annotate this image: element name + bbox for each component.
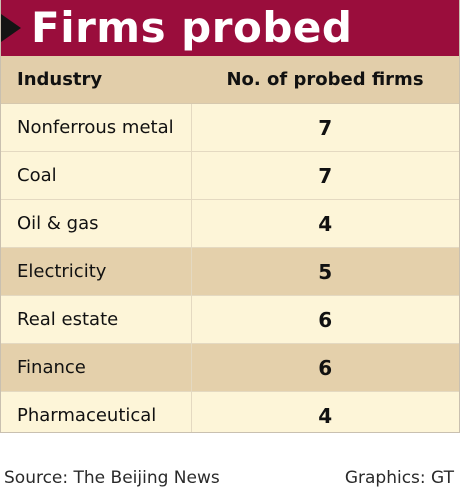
table-row: Electricity 5 bbox=[1, 247, 459, 296]
industry-cell: Real estate bbox=[1, 295, 192, 344]
industry-cell: Oil & gas bbox=[1, 199, 192, 248]
source-note: Source: The Beijing News bbox=[4, 468, 220, 488]
industry-cell: Nonferrous metal bbox=[1, 103, 192, 152]
industry-cell: Coal bbox=[1, 151, 192, 200]
column-header-count: No. of probed firms bbox=[191, 56, 459, 104]
count-cell: 6 bbox=[191, 295, 459, 344]
header-row: Industry No. of probed firms bbox=[1, 56, 459, 104]
arrow-icon bbox=[1, 14, 21, 42]
industry-cell: Electricity bbox=[1, 247, 192, 296]
table-row: Finance 6 bbox=[1, 343, 459, 392]
count-cell: 4 bbox=[191, 391, 459, 432]
table-row: Real estate 6 bbox=[1, 295, 459, 344]
graphics-credit: Graphics: GT bbox=[344, 468, 454, 488]
table-row: Pharmaceutical 4 bbox=[1, 391, 459, 432]
count-cell: 7 bbox=[191, 103, 459, 152]
table-row: Coal 7 bbox=[1, 151, 459, 200]
count-cell: 7 bbox=[191, 151, 459, 200]
column-header-industry: Industry bbox=[1, 56, 191, 104]
table-body: Nonferrous metal 7 Coal 7 Oil & gas 4 Electric… bbox=[1, 103, 459, 432]
count-cell: 6 bbox=[191, 343, 459, 392]
title-banner: Firms probed bbox=[1, 0, 459, 56]
table-graphic: Firms probed Industry No. of probed firm… bbox=[0, 0, 460, 433]
firms-table: Industry No. of probed firms Nonferrous … bbox=[1, 56, 459, 432]
industry-cell: Pharmaceutical bbox=[1, 391, 192, 432]
count-cell: 4 bbox=[191, 199, 459, 248]
count-cell: 5 bbox=[191, 247, 459, 296]
table-row: Oil & gas 4 bbox=[1, 199, 459, 248]
chart-title: Firms probed bbox=[31, 3, 353, 52]
industry-cell: Finance bbox=[1, 343, 192, 392]
table-row: Nonferrous metal 7 bbox=[1, 103, 459, 152]
footer: Source: The Beijing News Graphics: GT bbox=[0, 468, 460, 492]
